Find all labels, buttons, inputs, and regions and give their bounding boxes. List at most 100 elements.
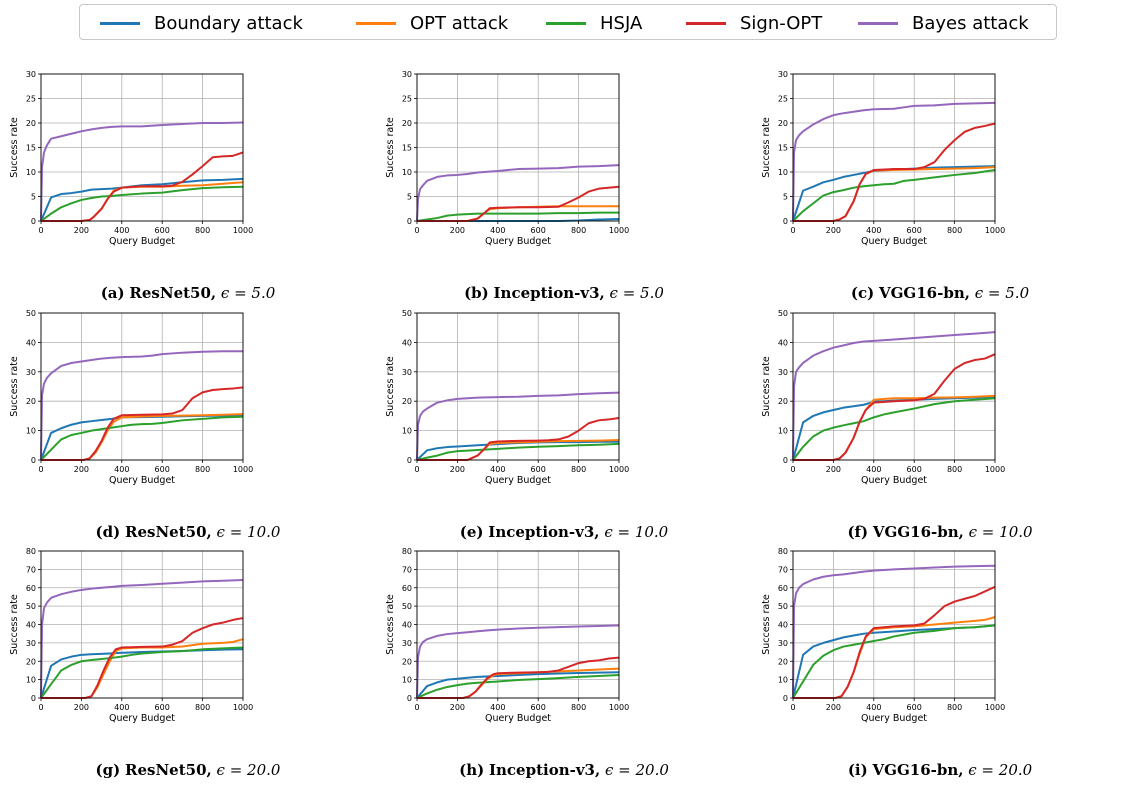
y-tick-label: 0 <box>407 456 412 465</box>
series-line <box>416 440 619 461</box>
x-tick-label: 400 <box>866 465 881 474</box>
x-axis-label: Query Budget <box>485 236 551 247</box>
y-tick-label: 80 <box>778 547 788 556</box>
legend-label: Sign-OPT <box>740 12 823 34</box>
legend-entry-opt: OPT attack <box>356 5 508 41</box>
chart-panel-e: 0 200 400 600 800 1000 0 10 20 30 40 50 Query Budget… <box>376 305 752 555</box>
x-tick-label: 800 <box>195 465 210 474</box>
series-line <box>40 415 244 461</box>
plot-frame <box>416 312 620 461</box>
y-axis-label: Success rate <box>9 117 20 178</box>
series-line <box>793 122 996 222</box>
legend-entry-signopt: Sign-OPT <box>686 5 822 41</box>
caption-model: Inception-v3, <box>488 761 601 779</box>
x-tick-label: 200 <box>826 465 841 474</box>
x-axis-label: Query Budget <box>861 236 927 247</box>
x-tick-label: 1000 <box>985 465 1005 474</box>
plot-frame <box>40 312 244 461</box>
series-line <box>792 169 996 222</box>
y-tick-label: 10 <box>778 168 788 177</box>
x-tick-label: 0 <box>790 226 795 235</box>
figure-caption: (i) VGG16-bn, ϵ = 20.0 <box>752 761 1128 779</box>
chart-panel-h: 0 200 400 600 800 1000 0 10 20 30 40 50 60 70 80 Query … <box>376 543 752 793</box>
x-tick-label: 200 <box>450 226 465 235</box>
x-tick-label: 600 <box>155 226 170 235</box>
chart-i: 0 200 400 600 800 1000 0 10 20 30 40 50 60 70 80 Query … <box>761 547 1005 724</box>
y-tick-label: 70 <box>402 565 412 574</box>
x-tick-label: 400 <box>114 226 129 235</box>
x-tick-label: 600 <box>531 465 546 474</box>
x-tick-label: 400 <box>490 226 505 235</box>
y-tick-label: 30 <box>402 70 412 79</box>
x-tick-label: 200 <box>74 703 89 712</box>
chart-g: 0 200 400 600 800 1000 0 10 20 30 40 50 60 70 80 Query … <box>9 547 253 724</box>
series-line <box>792 331 996 461</box>
series-line <box>416 391 620 461</box>
legend-swatch <box>858 21 898 25</box>
y-tick-label: 70 <box>26 565 36 574</box>
y-tick-label: 30 <box>402 639 412 648</box>
y-tick-label: 50 <box>778 602 788 611</box>
series-line <box>416 671 620 699</box>
x-tick-label: 600 <box>531 226 546 235</box>
x-axis-label: Query Budget <box>109 236 175 247</box>
caption-letter: (g) <box>95 761 121 779</box>
y-tick-label: 0 <box>31 456 36 465</box>
y-tick-label: 10 <box>26 676 36 685</box>
x-tick-label: 400 <box>490 465 505 474</box>
legend-label: HSJA <box>600 12 643 34</box>
y-tick-label: 5 <box>783 193 788 202</box>
legend-label: Boundary attack <box>154 12 303 34</box>
x-tick-label: 1000 <box>985 226 1005 235</box>
x-tick-label: 800 <box>571 226 586 235</box>
chart-panel-d: 0 200 400 600 800 1000 0 10 20 30 40 50 Query Budget… <box>0 305 376 555</box>
x-tick-label: 400 <box>114 703 129 712</box>
chart-panel-b: 0 200 400 600 800 1000 0 5 10 15 20 25 30 Query Budge… <box>376 66 752 316</box>
caption-model: ResNet50, <box>125 761 212 779</box>
series-line <box>792 624 996 699</box>
y-tick-label: 10 <box>26 427 36 436</box>
y-axis-label: Success rate <box>385 594 396 655</box>
caption-letter: (c) <box>850 284 875 302</box>
x-tick-label: 200 <box>74 465 89 474</box>
y-tick-label: 60 <box>778 584 788 593</box>
chart-panel-c: 0 200 400 600 800 1000 0 5 10 15 20 25 30 Query Budge… <box>752 66 1128 316</box>
series-line <box>40 646 244 699</box>
x-tick-label: 400 <box>866 703 881 712</box>
chart-panel-f: 0 200 400 600 800 1000 0 10 20 30 40 50 Query Budget… <box>752 305 1128 555</box>
y-tick-label: 0 <box>31 217 36 226</box>
x-axis-label: Query Budget <box>109 713 175 724</box>
series-line <box>417 416 620 461</box>
legend-swatch <box>356 21 396 25</box>
series-line <box>40 177 244 222</box>
series-line <box>792 395 996 461</box>
y-tick-label: 20 <box>402 397 412 406</box>
y-tick-label: 20 <box>778 119 788 128</box>
series-line <box>793 353 996 461</box>
series-line <box>40 121 244 222</box>
x-tick-label: 400 <box>866 226 881 235</box>
x-tick-label: 800 <box>947 226 962 235</box>
caption-letter: (e) <box>459 523 484 541</box>
caption-model: Inception-v3, <box>488 523 600 541</box>
y-tick-label: 60 <box>26 584 36 593</box>
x-tick-label: 1000 <box>233 703 253 712</box>
x-tick-label: 1000 <box>609 226 629 235</box>
y-tick-label: 30 <box>26 70 36 79</box>
y-tick-label: 25 <box>26 95 36 104</box>
series-line <box>793 585 996 699</box>
y-tick-label: 50 <box>402 602 412 611</box>
x-tick-label: 1000 <box>609 465 629 474</box>
y-tick-label: 0 <box>31 694 36 703</box>
chart-h: 0 200 400 600 800 1000 0 10 20 30 40 50 60 70 80 Query … <box>385 547 629 724</box>
y-axis-label: Success rate <box>385 356 396 417</box>
y-tick-label: 80 <box>402 547 412 556</box>
chart-f: 0 200 400 600 800 1000 0 10 20 30 40 50 Query Budget… <box>761 309 1005 486</box>
y-tick-label: 40 <box>26 621 36 630</box>
figure-caption: (h) Inception-v3, ϵ = 20.0 <box>376 761 752 779</box>
series-line <box>793 616 996 699</box>
series-line <box>40 648 244 699</box>
y-tick-label: 20 <box>778 397 788 406</box>
series-line <box>40 414 244 461</box>
y-tick-label: 40 <box>402 621 412 630</box>
